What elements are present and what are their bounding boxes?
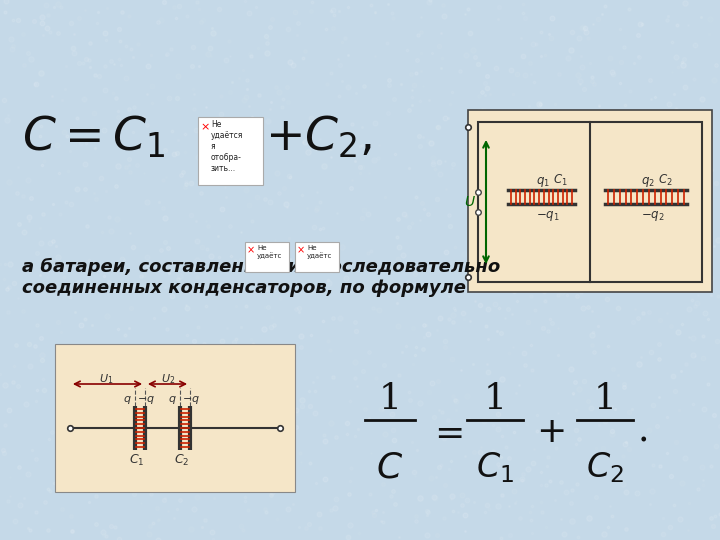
Bar	[198, 117, 263, 185]
Text: $C_2$: $C_2$	[586, 450, 624, 485]
Text: а батареи, составленной из последовательно: а батареи, составленной из последователь…	[22, 258, 500, 276]
Text: $U_2$: $U_2$	[161, 372, 175, 386]
Text: $q$: $q$	[123, 394, 132, 406]
Text: $q_1$: $q_1$	[536, 175, 550, 189]
Text: $U_1$: $U_1$	[99, 372, 113, 386]
Text: $C_2$: $C_2$	[658, 173, 672, 188]
Bar	[468, 110, 712, 292]
Text: Не
удаётс: Не удаётс	[307, 245, 333, 259]
Text: $+ C_2,$: $+ C_2,$	[265, 113, 372, 160]
Text: $-q$: $-q$	[182, 394, 200, 406]
Text: $-q$: $-q$	[137, 394, 155, 406]
Text: 1: 1	[593, 382, 616, 416]
Text: ×: ×	[247, 245, 255, 255]
Text: .: .	[637, 415, 649, 449]
Text: $-q_2$: $-q_2$	[641, 209, 665, 223]
Text: $=$: $=$	[427, 415, 463, 449]
Text: ×: ×	[297, 245, 305, 255]
Text: $q_2$: $q_2$	[641, 175, 655, 189]
Text: $q$: $q$	[168, 394, 176, 406]
Bar	[295, 242, 339, 272]
Text: Не
удаётс: Не удаётс	[257, 245, 282, 259]
Text: соединенных конденсаторов, по формуле: соединенных конденсаторов, по формуле	[22, 279, 466, 297]
Text: $C_1$: $C_1$	[553, 173, 567, 188]
Text: 1: 1	[484, 382, 506, 416]
Text: $C_1$: $C_1$	[129, 453, 145, 468]
Text: $-q_1$: $-q_1$	[536, 209, 559, 223]
Text: 1: 1	[379, 382, 402, 416]
Text: ×: ×	[200, 122, 210, 132]
Text: $C_1$: $C_1$	[476, 450, 514, 485]
Text: $C_2$: $C_2$	[174, 453, 189, 468]
Text: $U$: $U$	[464, 195, 476, 209]
Bar	[55, 344, 295, 492]
Bar	[478, 122, 702, 282]
Text: $C = C_1$: $C = C_1$	[22, 113, 166, 160]
Bar	[245, 242, 289, 272]
Text: $C$: $C$	[377, 450, 403, 484]
Text: Не
удаётся
я
отобра-
зить...: Не удаётся я отобра- зить...	[211, 120, 243, 173]
Text: $+$: $+$	[536, 415, 564, 449]
